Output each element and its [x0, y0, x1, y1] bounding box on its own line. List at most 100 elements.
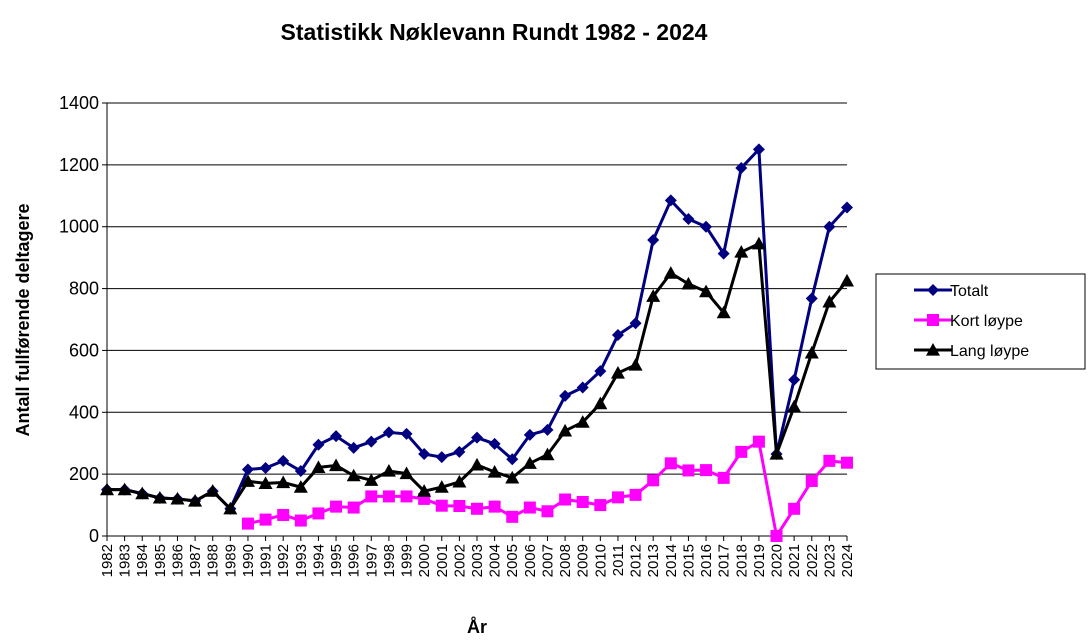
x-tick-label: 1996 — [346, 544, 363, 577]
x-tick-label: 2018 — [733, 544, 750, 577]
data-point-kort-l-ype — [735, 445, 748, 458]
data-point-kort-l-ype — [471, 502, 483, 515]
legend-label-kort-l-ype: Kort løype — [950, 313, 1023, 330]
data-point-totalt — [805, 292, 818, 305]
data-point-lang-l-ype — [276, 475, 291, 489]
data-point-totalt — [435, 451, 448, 464]
data-point-totalt — [453, 445, 466, 458]
x-tick-label: 1992 — [275, 544, 292, 577]
x-tick-label: 1995 — [328, 544, 345, 577]
x-tick-label: 2007 — [539, 544, 556, 577]
x-tick-label: 2005 — [504, 544, 521, 577]
x-tick-label: 2008 — [557, 544, 574, 577]
data-point-lang-l-ype — [434, 480, 449, 493]
data-point-lang-l-ype — [240, 474, 255, 487]
data-point-totalt — [752, 143, 765, 156]
data-point-lang-l-ype — [205, 484, 220, 497]
data-point-totalt — [576, 381, 589, 394]
data-point-totalt — [682, 212, 695, 225]
data-point-kort-l-ype — [823, 454, 836, 467]
data-point-kort-l-ype — [523, 501, 536, 514]
data-point-totalt — [506, 453, 519, 466]
x-tick-label: 1994 — [310, 544, 327, 577]
x-tick-label: 1998 — [381, 544, 398, 577]
data-point-kort-l-ype — [506, 510, 519, 523]
data-point-kort-l-ype — [277, 508, 290, 521]
data-point-totalt — [629, 317, 642, 330]
x-tick-label: 2014 — [663, 544, 680, 577]
data-point-totalt — [664, 194, 677, 207]
y-axis-title: Antall fullførende deltagere — [13, 203, 33, 436]
x-tick-label: 2015 — [680, 544, 697, 577]
x-tick-label: 1982 — [99, 544, 116, 577]
data-point-totalt — [523, 428, 536, 441]
data-point-totalt — [241, 463, 254, 476]
data-point-lang-l-ype — [152, 490, 167, 504]
data-point-kort-l-ype — [611, 491, 624, 504]
data-point-kort-l-ype — [717, 471, 730, 484]
data-point-lang-l-ype — [293, 480, 308, 493]
y-tick-label: 1200 — [59, 155, 99, 175]
x-tick-label: 1983 — [117, 544, 134, 577]
legend-label-lang-l-ype: Lang løype — [950, 343, 1029, 360]
data-point-lang-l-ype — [100, 482, 114, 496]
data-point-lang-l-ype — [311, 460, 326, 473]
data-point-kort-l-ype — [700, 464, 713, 477]
data-point-lang-l-ype — [558, 423, 573, 437]
data-point-lang-l-ype — [822, 294, 837, 308]
data-point-kort-l-ype — [259, 513, 272, 526]
data-point-kort-l-ype — [541, 505, 554, 518]
data-point-lang-l-ype — [540, 447, 555, 461]
data-point-totalt — [823, 220, 836, 233]
data-point-lang-l-ype — [329, 458, 344, 472]
data-point-lang-l-ype — [223, 501, 238, 515]
series-lang-l-ype — [100, 236, 854, 515]
data-point-kort-l-ype — [382, 490, 395, 503]
data-point-kort-l-ype — [488, 500, 501, 513]
data-point-lang-l-ype — [593, 396, 608, 410]
data-point-lang-l-ype — [135, 486, 150, 500]
x-tick-label: 2016 — [698, 544, 715, 577]
x-tick-label: 1985 — [152, 544, 169, 577]
data-point-kort-l-ype — [647, 474, 660, 487]
data-point-lang-l-ype — [628, 357, 643, 371]
x-tick-label: 1989 — [222, 544, 239, 577]
y-tick-label: 400 — [69, 402, 99, 422]
data-point-kort-l-ype — [841, 456, 853, 469]
data-point-totalt — [594, 365, 607, 378]
data-point-kort-l-ype — [435, 499, 448, 512]
x-tick-label: 1993 — [293, 544, 310, 577]
data-point-lang-l-ype — [751, 236, 766, 250]
data-point-lang-l-ype — [681, 276, 696, 290]
data-point-totalt — [330, 430, 343, 443]
x-tick-label: 2019 — [751, 544, 768, 577]
data-point-lang-l-ype — [170, 491, 185, 505]
data-point-totalt — [841, 201, 853, 214]
x-tick-label: 2013 — [645, 544, 662, 577]
data-point-totalt — [382, 426, 395, 439]
x-tick-label: 2011 — [610, 544, 627, 576]
x-tick-label: 2002 — [451, 544, 468, 577]
data-point-lang-l-ype — [787, 399, 802, 413]
data-point-lang-l-ype — [734, 245, 749, 258]
x-tick-label: 1984 — [134, 544, 151, 577]
data-point-kort-l-ype — [770, 530, 783, 542]
data-point-lang-l-ype — [716, 305, 731, 319]
data-point-lang-l-ype — [505, 470, 520, 484]
data-point-lang-l-ype — [840, 273, 854, 287]
data-point-lang-l-ype — [188, 494, 203, 507]
data-point-totalt — [541, 423, 554, 436]
data-point-lang-l-ype — [769, 447, 784, 460]
series-kort-l-ype — [241, 435, 853, 542]
legend-marker-kort-l-ype — [927, 314, 939, 326]
data-point-totalt — [294, 465, 307, 478]
data-point-lang-l-ype — [522, 456, 537, 469]
x-tick-label: 1990 — [240, 544, 257, 577]
legend-box — [875, 273, 1086, 370]
legend-marker-lang-l-ype — [926, 343, 940, 356]
y-axis-ticks: 0 200 400 600 800 1000 1200 1400 — [59, 93, 107, 546]
data-point-lang-l-ype — [610, 366, 625, 379]
data-point-kort-l-ype — [453, 499, 466, 512]
data-point-totalt — [788, 373, 801, 386]
